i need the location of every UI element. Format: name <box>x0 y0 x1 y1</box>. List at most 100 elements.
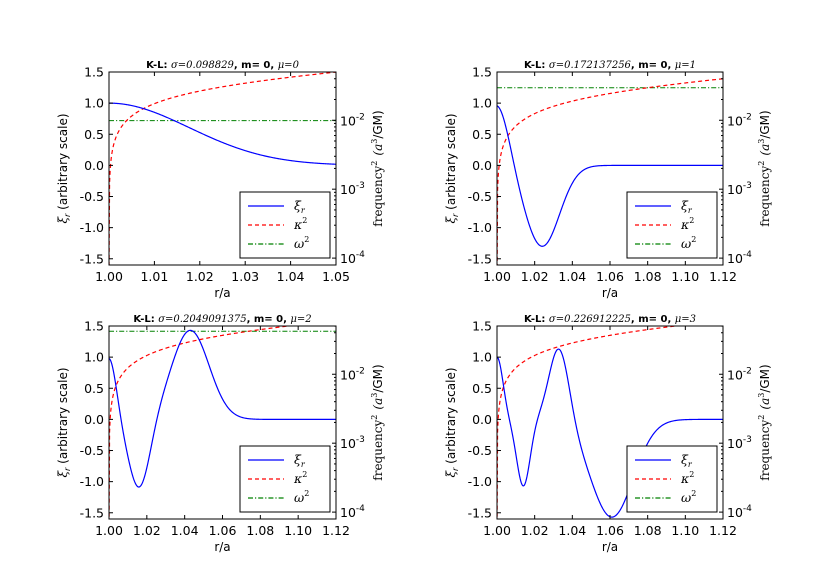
x-tick-label: 1.12 <box>709 269 737 284</box>
y-tick-label: 0.0 <box>84 412 104 427</box>
y-tick-label: -1.5 <box>80 251 104 266</box>
y-tick-label: 1.0 <box>84 96 104 111</box>
y-tick-label: -0.5 <box>80 189 104 204</box>
y-tick-label: 1.0 <box>472 350 492 365</box>
x-tick-label: 1.08 <box>634 269 662 284</box>
legend-label-xi: ξr <box>294 198 306 215</box>
y2-tick-label: 10-3 <box>340 181 365 197</box>
y-axis-label: ξr (arbitrary scale) <box>56 113 72 223</box>
x-tick-label: 1.06 <box>209 523 237 538</box>
legend-label-omega: ω2 <box>294 489 309 505</box>
kappa2-curve <box>497 78 723 265</box>
y-tick-label: 0.5 <box>472 381 492 396</box>
panel-title: K-L: σ=0.226912225, m= 0, μ=3 <box>524 314 696 325</box>
x-tick-label: 1.08 <box>246 523 274 538</box>
kappa2-curve <box>109 326 294 519</box>
x-tick-label: 1.01 <box>140 269 168 284</box>
panel-title: K-L: σ=0.172137256, m= 0, μ=1 <box>524 60 696 71</box>
y2-tick-label: 10-3 <box>340 435 365 451</box>
x-tick-label: 1.00 <box>483 269 511 284</box>
y-tick-label: 0.0 <box>472 412 492 427</box>
kappa2-curve <box>109 72 336 265</box>
x-tick-label: 1.00 <box>483 523 511 538</box>
legend-label-kappa: κ2 <box>680 470 694 486</box>
panel-title: K-L: σ=0.098829, m= 0, μ=0 <box>146 60 300 71</box>
y2-tick-label: 10-4 <box>340 250 365 266</box>
x-axis-label: r/a <box>602 540 618 554</box>
x-tick-label: 1.04 <box>558 269 586 284</box>
y2-tick-label: 10-4 <box>727 504 752 520</box>
y-tick-label: -1.0 <box>80 220 104 235</box>
legend-label-kappa: κ2 <box>293 470 307 486</box>
legend-label-omega: ω2 <box>681 489 696 505</box>
y2-axis-label: frequency2(a3/GM) <box>757 364 772 480</box>
panel-title: K-L: σ=0.2049091375, m= 0, μ=2 <box>133 314 311 325</box>
y-tick-label: 0.5 <box>84 127 104 142</box>
y-tick-label: 0.0 <box>84 158 104 173</box>
panel-2: 1.00 1.02 1.04 1.06 1.08 1.10 1.12 -1.5 -1.0 -0.5… <box>444 60 772 300</box>
legend-label-xi: ξr <box>681 452 693 469</box>
y-tick-label: -1.0 <box>468 220 492 235</box>
panel-3: 1.00 1.02 1.04 1.06 1.08 1.10 1.12 -1.5 -1.0 -0.5… <box>56 314 385 554</box>
x-tick-label: 1.06 <box>596 523 624 538</box>
xi-r-curve <box>109 102 336 165</box>
x-tick-label: 1.04 <box>277 269 305 284</box>
y-tick-label: -1.0 <box>80 474 104 489</box>
y-axis-label: ξr (arbitrary scale) <box>444 367 460 477</box>
y2-axis-label: frequency2(a3/GM) <box>757 110 772 226</box>
y-tick-label: -1.5 <box>468 505 492 520</box>
y-tick-label: 1.5 <box>472 319 492 334</box>
y2-tick-label: 10-2 <box>727 366 752 382</box>
legend-box <box>626 445 718 513</box>
x-tick-label: 1.10 <box>671 523 699 538</box>
y-tick-label: 0.0 <box>472 158 492 173</box>
x-tick-label: 1.00 <box>95 269 123 284</box>
y-tick-label: 0.5 <box>472 127 492 142</box>
legend-label-xi: ξr <box>681 198 693 215</box>
x-tick-label: 1.02 <box>521 269 549 284</box>
legend-label-kappa: κ2 <box>293 216 307 232</box>
y-tick-label: -1.0 <box>468 474 492 489</box>
x-axis-label: r/a <box>214 286 230 300</box>
y2-tick-label: 10-2 <box>727 112 752 128</box>
y2-tick-label: 10-4 <box>340 504 365 520</box>
y-tick-label: 1.5 <box>472 65 492 80</box>
legend-label-omega: ω2 <box>681 235 696 251</box>
x-tick-label: 1.12 <box>322 523 350 538</box>
y-axis-label: ξr (arbitrary scale) <box>56 367 72 477</box>
y2-tick-label: 10-3 <box>727 181 752 197</box>
y2-tick-label: 10-2 <box>340 112 365 128</box>
x-axis-label: r/a <box>214 540 230 554</box>
x-tick-label: 1.12 <box>709 523 737 538</box>
x-tick-label: 1.10 <box>284 523 312 538</box>
x-tick-label: 1.04 <box>171 523 199 538</box>
x-tick-label: 1.04 <box>558 523 586 538</box>
panel-4: 1.00 1.02 1.04 1.06 1.08 1.10 1.12 -1.5 -1.0 -0.5… <box>444 314 772 554</box>
y-axis-label: ξr (arbitrary scale) <box>444 113 460 223</box>
x-tick-label: 1.05 <box>322 269 350 284</box>
x-tick-label: 1.06 <box>596 269 624 284</box>
x-tick-label: 1.03 <box>231 269 259 284</box>
y-tick-label: 1.5 <box>84 319 104 334</box>
x-tick-label: 1.08 <box>634 523 662 538</box>
y-tick-label: 0.5 <box>84 381 104 396</box>
y-tick-label: 1.0 <box>472 96 492 111</box>
panel-1: 1.00 1.01 1.02 1.03 1.04 1.05 -1.5 -1.0 -0.5 0.0 0… <box>56 60 385 300</box>
legend-box <box>626 191 718 259</box>
y-tick-label: -0.5 <box>468 443 492 458</box>
y-tick-label: 1.0 <box>84 350 104 365</box>
legend-label-xi: ξr <box>294 452 306 469</box>
y-tick-label: -0.5 <box>468 189 492 204</box>
xi-r-curve <box>109 329 336 488</box>
y2-tick-label: 10-3 <box>727 435 752 451</box>
legend-box <box>239 445 331 513</box>
x-axis-label: r/a <box>602 286 618 300</box>
x-tick-label: 1.00 <box>95 523 123 538</box>
y-tick-label: -0.5 <box>80 443 104 458</box>
xi-r-curve <box>497 105 723 247</box>
